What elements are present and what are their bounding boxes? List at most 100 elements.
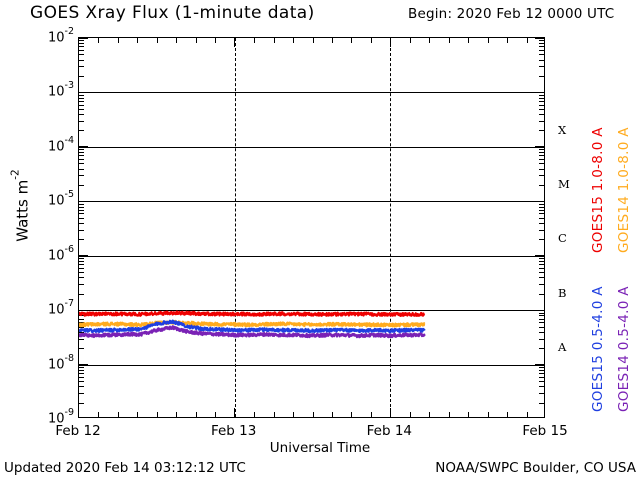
y-minor-tick [539, 348, 544, 350]
y-minor-tick [539, 203, 544, 205]
x-minor-tick [98, 38, 100, 43]
y-major-tick [535, 146, 544, 148]
x-minor-tick [215, 412, 217, 417]
y-minor-tick [79, 222, 84, 224]
y-tick-label: 10-2 [47, 26, 74, 46]
horizontal-gridline [79, 364, 544, 366]
y-axis-title: Watts m-2 [9, 169, 32, 242]
y-minor-tick [79, 277, 84, 279]
y-minor-tick [79, 76, 84, 78]
y-minor-tick [79, 155, 84, 157]
x-minor-tick [293, 38, 295, 43]
y-minor-tick [79, 373, 84, 374]
y-minor-tick [79, 369, 84, 371]
y-minor-tick [79, 209, 84, 211]
horizontal-gridline [79, 310, 544, 312]
x-minor-tick [312, 412, 314, 417]
x-minor-tick [409, 412, 411, 417]
x-minor-tick [370, 38, 372, 43]
y-major-tick [535, 91, 544, 94]
y-minor-tick [539, 175, 544, 177]
y-minor-tick [79, 402, 84, 404]
legend-label: GOES15 0.5-4.0 A [590, 286, 606, 412]
x-major-tick [233, 38, 236, 47]
y-minor-tick [539, 222, 544, 224]
x-minor-tick [429, 412, 431, 417]
y-minor-tick [539, 43, 544, 45]
x-minor-tick [117, 38, 119, 43]
x-minor-tick [156, 412, 158, 417]
x-minor-tick [98, 412, 100, 417]
trace-1 [79, 310, 426, 318]
y-major-tick [79, 146, 88, 148]
y-minor-tick [79, 206, 84, 208]
legend-label: GOES14 0.5-4.0 A [616, 286, 632, 412]
y-major-tick [535, 255, 544, 257]
y-minor-tick [539, 46, 544, 48]
x-minor-tick [487, 38, 489, 43]
y-minor-tick [539, 94, 544, 96]
x-tick-label: Feb 13 [210, 423, 257, 439]
y-minor-tick [539, 338, 544, 340]
x-tick-label: Feb 12 [55, 423, 101, 439]
y-minor-tick [539, 239, 544, 241]
x-tick-label: Feb 14 [366, 423, 413, 439]
y-tick-label: 10-3 [47, 80, 74, 100]
y-minor-tick [539, 367, 544, 369]
x-minor-tick [351, 38, 353, 43]
y-minor-tick [79, 152, 84, 154]
y-minor-tick [79, 120, 84, 122]
y-minor-tick [539, 260, 544, 262]
x-minor-tick [273, 38, 275, 43]
y-minor-tick [79, 97, 84, 99]
y-minor-tick [79, 260, 84, 262]
y-minor-tick [79, 272, 84, 274]
begin-time-label: Begin: 2020 Feb 12 0000 UTC [408, 6, 615, 22]
source-attribution: NOAA/SWPC Boulder, CO USA [435, 460, 636, 476]
y-minor-tick [539, 386, 544, 388]
y-minor-tick [79, 239, 84, 241]
x-minor-tick [507, 412, 509, 417]
y-tick-label: 10-7 [47, 298, 74, 318]
data-traces [79, 310, 426, 339]
y-tick-label: 10-9 [47, 407, 74, 427]
y-major-tick [79, 91, 88, 94]
horizontal-gridline [79, 92, 544, 94]
y-minor-tick [539, 402, 544, 404]
y-minor-tick [79, 318, 84, 320]
x-minor-tick [468, 38, 470, 43]
x-major-tick [389, 408, 392, 417]
y-minor-tick [79, 267, 84, 269]
y-minor-tick [539, 318, 544, 320]
x-minor-tick [487, 412, 489, 417]
y-tick-label: 10-5 [47, 189, 74, 209]
x-minor-tick [176, 38, 178, 43]
y-tick-label: 10-6 [47, 243, 74, 264]
y-minor-tick [79, 100, 84, 102]
y-minor-tick [539, 267, 544, 269]
y-minor-tick [79, 229, 84, 231]
y-minor-tick [539, 108, 544, 110]
flare-class-label: M [558, 176, 570, 191]
y-minor-tick [539, 258, 544, 260]
flare-class-label: B [558, 285, 567, 300]
x-minor-tick [215, 38, 217, 43]
x-minor-tick [137, 38, 139, 43]
y-minor-tick [79, 393, 84, 395]
x-minor-tick [312, 38, 314, 43]
x-minor-tick [293, 412, 295, 417]
x-minor-tick [370, 412, 372, 417]
x-minor-tick [137, 412, 139, 417]
x-minor-tick [448, 412, 450, 417]
updated-timestamp: Updated 2020 Feb 14 03:12:12 UTC [4, 460, 246, 476]
trace-2 [79, 319, 426, 328]
y-minor-tick [539, 54, 544, 56]
y-minor-tick [539, 206, 544, 208]
y-major-tick [535, 200, 544, 203]
y-minor-tick [539, 373, 544, 374]
x-minor-tick [448, 38, 450, 43]
y-minor-tick [539, 264, 544, 266]
y-minor-tick [539, 40, 544, 42]
horizontal-gridline [79, 146, 544, 148]
x-minor-tick [273, 412, 275, 417]
